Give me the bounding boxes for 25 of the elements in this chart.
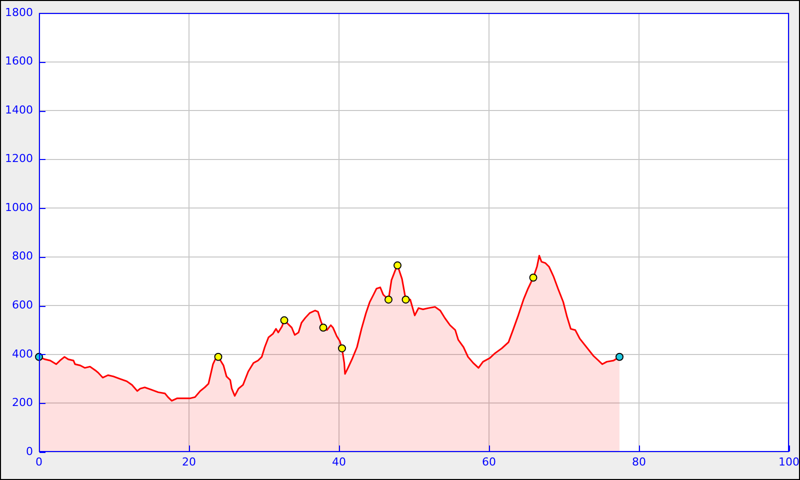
y-tick-label: 1800: [5, 6, 33, 19]
x-tick-label: 60: [482, 455, 496, 468]
x-tick-label: 80: [632, 455, 646, 468]
y-tick-label: 200: [12, 396, 33, 410]
y-tick-label: 400: [12, 347, 33, 360]
y-tick-label: 1600: [5, 54, 33, 68]
point: [529, 274, 538, 282]
x-tick-label: 20: [182, 455, 196, 468]
point: [319, 324, 328, 332]
y-tick-label: 800: [12, 250, 33, 263]
point: [616, 352, 624, 361]
x-tick-label: 100: [778, 455, 800, 468]
x-tick-label: 0: [36, 455, 42, 468]
point: [338, 344, 346, 352]
x-tick-label: 40: [332, 455, 346, 468]
y-tick-label: 1000: [5, 200, 33, 214]
y-tick-label: 1400: [5, 103, 33, 116]
point: [394, 261, 402, 270]
y-tick-label: 0: [26, 444, 33, 458]
point: [280, 316, 288, 324]
y-tick-label: 1200: [5, 152, 33, 166]
y-tick-label: 600: [12, 298, 33, 312]
point: [214, 352, 222, 361]
point: [384, 296, 392, 304]
point: [402, 296, 410, 304]
